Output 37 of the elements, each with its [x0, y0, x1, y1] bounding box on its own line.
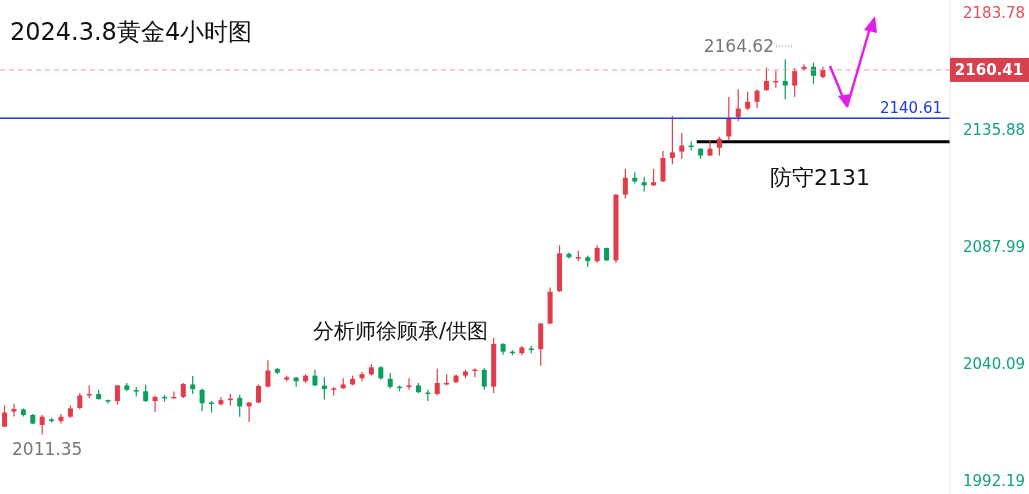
annotation: 2011.35 — [12, 439, 83, 459]
candlestick — [237, 394, 243, 418]
text: 2024.3.8黄金4小时图 — [10, 18, 253, 46]
candlestick — [726, 96, 732, 142]
candlestick — [745, 91, 751, 111]
candlestick — [660, 150, 666, 183]
candlestick — [679, 132, 685, 160]
candlestick — [359, 371, 365, 382]
y-tick-label: 2135.88 — [963, 120, 1026, 139]
y-tick-label: 2040.09 — [963, 355, 1026, 374]
candlestick — [716, 136, 722, 157]
candlestick — [434, 368, 440, 397]
candlestick — [199, 388, 205, 412]
candlestick — [754, 88, 760, 109]
candlestick — [58, 413, 64, 425]
candlestick — [265, 359, 271, 389]
candlestick — [707, 139, 713, 157]
ref-line-label: 2160.41 — [954, 60, 1024, 79]
candlestick — [763, 66, 769, 92]
candlestick — [481, 367, 487, 391]
y-tick-label: 1992.19 — [963, 472, 1026, 491]
ref-line-label: 2140.61 — [879, 99, 942, 118]
y-tick-label: 2087.99 — [963, 238, 1026, 257]
candlestick — [735, 88, 741, 122]
y-tick-label: 2183.78 — [963, 3, 1026, 22]
annotation: 2164.62 — [703, 36, 774, 56]
candlestick — [152, 394, 158, 413]
candlestick — [39, 414, 45, 436]
candlestick — [406, 377, 412, 391]
ref-line-label: 防守2131 — [770, 164, 870, 190]
candlestick — [11, 403, 17, 418]
annotation: 分析师徐顾承/供图 — [312, 319, 488, 343]
candlestick — [782, 59, 788, 100]
candlestick — [622, 168, 628, 200]
candlestick — [669, 115, 675, 165]
candlestick — [2, 404, 8, 428]
candlestick — [792, 67, 798, 98]
